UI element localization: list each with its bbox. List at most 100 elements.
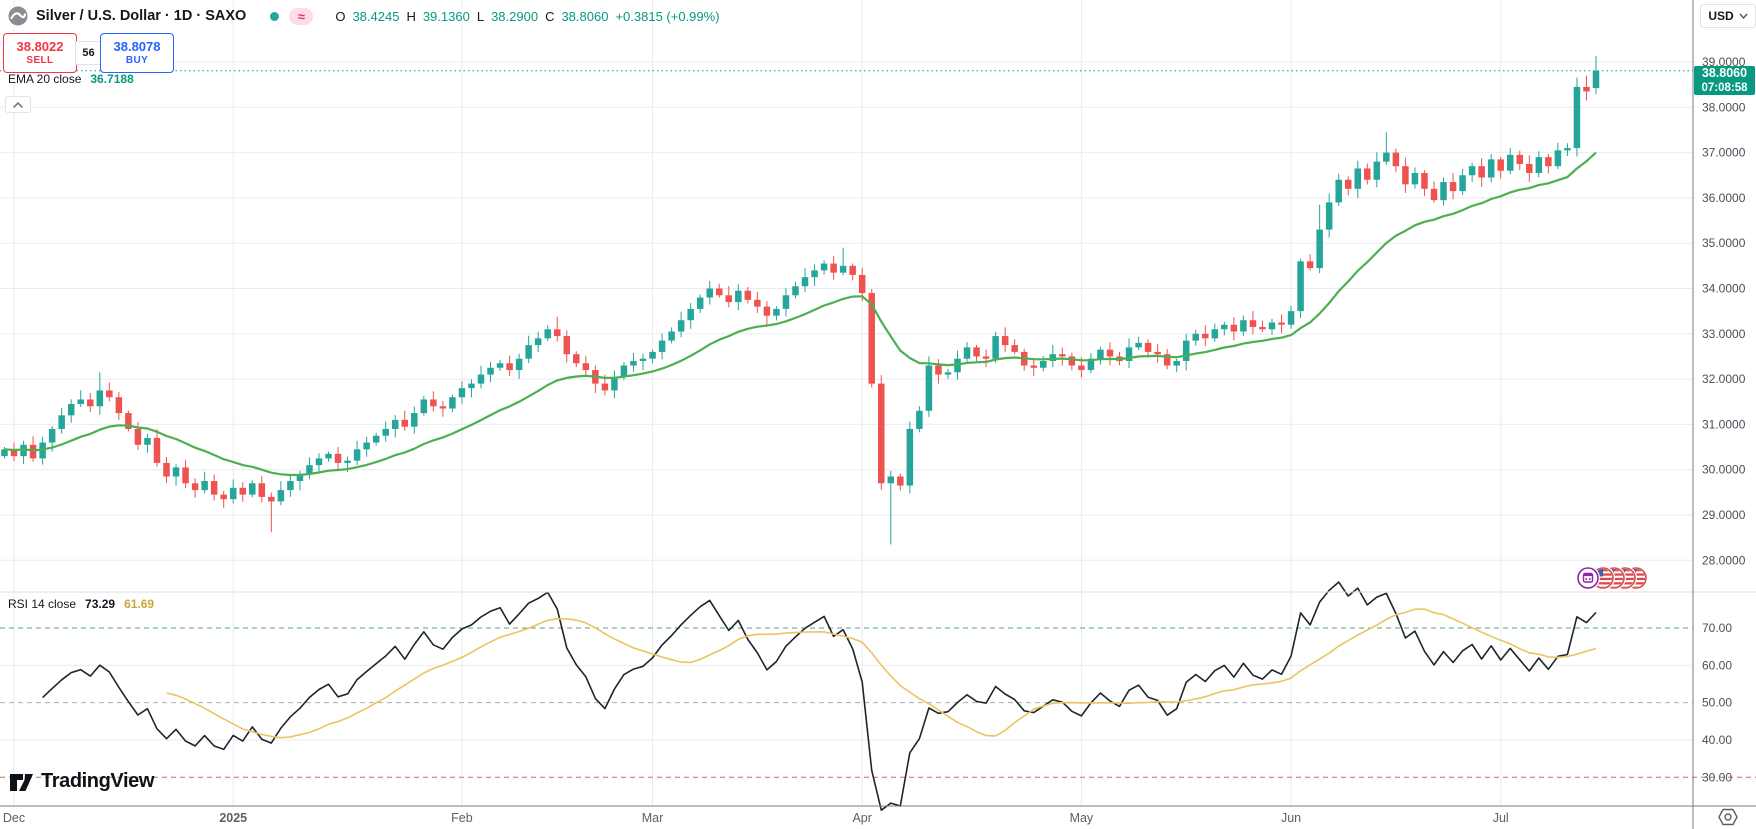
candle-body [353, 449, 361, 461]
candle-body [277, 490, 285, 502]
candle-body [735, 290, 742, 303]
candle-body [58, 415, 65, 429]
sell-label: SELL [26, 55, 54, 66]
candle-body [1478, 166, 1485, 178]
ema-legend[interactable]: EMA 20 close 36.7188 [8, 72, 134, 86]
time-axis-label: May [1070, 811, 1094, 825]
svg-text:39.0000: 39.0000 [1702, 55, 1746, 69]
candle-body [878, 383, 885, 484]
candle-body [1268, 322, 1276, 330]
candle-body [716, 288, 723, 296]
svg-text:60.00: 60.00 [1702, 658, 1732, 672]
candle-body [792, 286, 799, 296]
sell-button[interactable]: 38.8022 SELL [3, 33, 77, 73]
candle-body [325, 453, 332, 459]
candle-body [163, 462, 170, 477]
buy-button[interactable]: 38.8078 BUY [100, 33, 174, 73]
time-axis[interactable]: Dec 2025 Feb Mar Apr May Jun Jul [3, 811, 1509, 825]
candle-body [363, 442, 370, 450]
rsi-ma-line[interactable] [166, 608, 1597, 739]
pane-collapse-button[interactable] [5, 96, 31, 113]
candle-body [563, 336, 571, 355]
candle-body [1059, 354, 1066, 357]
candle-body [1001, 336, 1009, 346]
time-axis-label: Apr [852, 811, 871, 825]
scale-settings-button[interactable] [1716, 807, 1740, 829]
candle-body [1592, 70, 1600, 89]
candle-body [982, 356, 990, 359]
market-status-dot-icon[interactable] [270, 11, 280, 21]
candle-body [906, 428, 914, 486]
candle-body [1335, 179, 1342, 203]
candle-body [411, 413, 418, 427]
svg-text:30.0000: 30.0000 [1702, 463, 1746, 477]
currency-selector[interactable]: USD [1700, 4, 1756, 28]
candle-body [468, 383, 475, 389]
candle-body [925, 365, 933, 411]
candle-body [858, 274, 866, 294]
candle-body [153, 437, 161, 463]
candle-body [1287, 311, 1295, 325]
candle-body [1449, 182, 1457, 192]
candle-body [1192, 333, 1199, 341]
candle-body [935, 365, 942, 375]
candle-body [744, 290, 752, 300]
candle-body [916, 410, 923, 429]
symbol-title[interactable]: Silver / U.S. Dollar · 1D · SAXO [36, 8, 247, 24]
candle-body [620, 365, 628, 377]
rsi-ma-value: 61.69 [124, 597, 155, 611]
delayed-data-badge[interactable]: ≈ [289, 7, 314, 25]
candle-body [1249, 320, 1257, 328]
candle-body [439, 406, 447, 409]
candle-body [1354, 168, 1362, 189]
candle-body [1497, 159, 1504, 171]
candle-body [372, 435, 380, 443]
candle-body [1278, 322, 1285, 325]
sell-price: 38.8022 [16, 39, 64, 54]
price-axis[interactable]: 39.0000 38.0000 37.0000 36.0000 35.0000 34.00… [1702, 55, 1746, 567]
rsi-legend[interactable]: RSI 14 close 73.29 61.69 [8, 597, 154, 611]
candle-body [782, 295, 790, 309]
time-axis-label: Dec [3, 811, 25, 825]
economic-events-flags-icon[interactable] [1574, 563, 1650, 598]
candle-body [430, 399, 437, 407]
candle-body [287, 481, 294, 491]
ema-line[interactable] [4, 151, 1597, 477]
close-label: C [545, 8, 555, 24]
candle-body [630, 360, 637, 366]
last-price-tag[interactable]: 38.8060 07:08:58 [1694, 66, 1755, 95]
candle-body [773, 308, 780, 316]
tradingview-logo-icon [10, 773, 33, 791]
candle-body [1440, 182, 1447, 201]
candle-body [1030, 365, 1037, 368]
candle-body [210, 481, 218, 495]
rsi-line[interactable] [42, 581, 1597, 811]
candle-body [258, 483, 266, 497]
svg-text:35.0000: 35.0000 [1702, 236, 1746, 250]
svg-text:32.0000: 32.0000 [1702, 372, 1746, 386]
candle-body [67, 404, 75, 416]
svg-text:28.0000: 28.0000 [1702, 553, 1746, 567]
candle-body [182, 467, 189, 484]
rsi-axis[interactable]: 70.00 60.00 50.00 40.00 30.00 [1702, 621, 1732, 784]
tradingview-logo[interactable]: TradingView [8, 770, 154, 793]
candle-body [601, 383, 609, 391]
candle-body [1154, 351, 1161, 355]
open-value: 38.4245 [352, 8, 400, 24]
last-price-value: 38.8060 [1701, 66, 1748, 80]
candle-body [687, 308, 694, 321]
candle-body [1344, 179, 1352, 189]
candle-body [268, 496, 275, 502]
candle-body [1526, 163, 1533, 173]
candle-body [191, 483, 199, 491]
candle-body [1182, 340, 1190, 361]
symbol-logo-icon[interactable] [8, 6, 28, 26]
chevron-down-icon [1739, 13, 1748, 19]
spread-value: 56 [75, 41, 102, 65]
rsi-levels [0, 627, 1756, 778]
candle-body [897, 476, 904, 486]
candle-body [477, 374, 485, 384]
candle-body [849, 265, 856, 275]
